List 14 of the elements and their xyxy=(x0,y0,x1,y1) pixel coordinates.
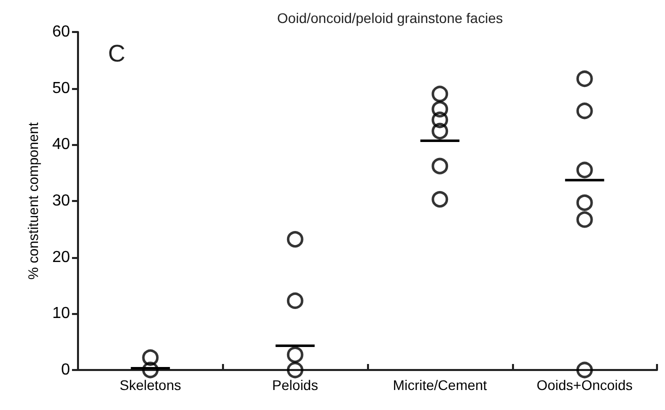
y-tick-label: 40 xyxy=(52,136,70,154)
y-tick-label: 60 xyxy=(52,24,70,40)
x-tick-label: Peloids xyxy=(272,377,318,393)
y-tick-label: 20 xyxy=(52,248,70,266)
y-tick-label: 30 xyxy=(52,192,70,210)
x-tick-label: Skeletons xyxy=(120,377,182,393)
y-tick-label: 50 xyxy=(52,80,70,97)
x-tick-label: Micrite/Cement xyxy=(392,377,488,393)
annotation: C xyxy=(108,40,126,68)
x-tick-label: Ooids+Oncoids xyxy=(536,377,633,393)
chart-title: Ooid/oncoid/peloid grainstone facies xyxy=(277,10,503,26)
y-axis-title: % constituent component xyxy=(25,122,41,280)
y-tick-label: 0 xyxy=(61,362,70,378)
y-tick-label: 10 xyxy=(52,305,70,322)
